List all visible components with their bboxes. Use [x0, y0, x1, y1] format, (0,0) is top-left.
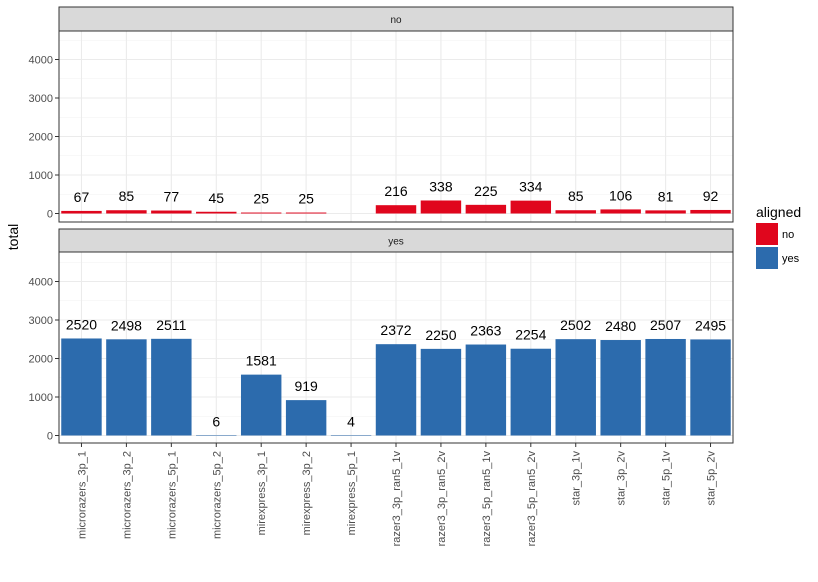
x-tick-label: razer3_3p_ran5_1v	[391, 451, 403, 547]
bar-no-star_5p_2v	[690, 209, 731, 214]
data-label: 6	[212, 413, 220, 429]
data-label: 85	[119, 188, 135, 204]
x-tick-label: star_3p_2v	[616, 451, 628, 506]
y-axis-title: total	[5, 224, 21, 250]
bar-no-star_3p_2v	[600, 209, 641, 214]
data-label: 2495	[695, 317, 726, 333]
x-tick-label: mirexpress_5p_1	[346, 451, 358, 535]
y-tick-label: 2000	[29, 354, 53, 366]
x-tick-label: razer3_5p_ran5_1v	[481, 451, 493, 547]
data-label: 2250	[425, 327, 456, 343]
y-tick-label: 4000	[29, 277, 53, 289]
bar-yes-star_5p_1v	[645, 338, 686, 436]
data-label: 81	[658, 188, 674, 204]
data-label: 2511	[156, 317, 186, 333]
y-tick-label: 3000	[29, 315, 53, 327]
x-tick-label: star_3p_1v	[571, 451, 583, 506]
legend-key-yes	[756, 247, 778, 269]
bar-no-razer3_3p_ran5_1v	[375, 205, 417, 214]
data-label: 85	[568, 188, 584, 204]
data-label: 338	[429, 178, 453, 194]
bar-no-star_3p_1v	[555, 210, 596, 214]
data-label: 2498	[111, 317, 142, 333]
bar-no-razer3_5p_ran5_1v	[465, 204, 507, 214]
data-label: 67	[74, 189, 90, 205]
facet-panel-yes: yes 2520 2498 2511 6 1581 919 4 2372 2250 2363 2254…	[29, 228, 734, 444]
x-tick-label: star_5p_1v	[661, 451, 673, 506]
x-tick-label: microrazers_3p_1	[76, 451, 88, 539]
x-tick-label: microrazers_5p_2	[211, 451, 223, 539]
bar-no-mirexpress_3p_2	[285, 212, 327, 214]
bar-yes-razer3_5p_ran5_1v	[465, 344, 507, 436]
x-tick-label: star_5p_2v	[706, 451, 718, 506]
y-tick-label: 0	[47, 431, 53, 443]
legend-title: aligned	[756, 204, 801, 220]
bar-yes-microrazers_3p_2	[106, 339, 147, 436]
bar-yes-mirexpress_5p_1	[330, 435, 372, 436]
data-label: 1581	[246, 353, 277, 369]
x-tick-label: razer3_5p_ran5_2v	[526, 451, 538, 547]
data-label: 334	[519, 179, 543, 195]
legend: aligned no yes	[756, 204, 801, 269]
data-label: 2502	[560, 317, 591, 333]
bar-no-star_5p_1v	[645, 210, 686, 214]
bar-no-microrazers_3p_1	[61, 210, 102, 214]
x-tick-label: microrazers_3p_2	[121, 451, 133, 539]
data-label: 225	[474, 183, 498, 199]
x-tick-label: mirexpress_3p_1	[256, 451, 268, 535]
y-tick-label: 0	[47, 209, 53, 221]
bar-no-microrazers_5p_2	[196, 211, 237, 214]
bar-yes-star_3p_2v	[600, 340, 641, 436]
bar-yes-microrazers_5p_1	[151, 338, 192, 436]
bar-yes-star_5p_2v	[690, 339, 731, 436]
data-label: 2507	[650, 317, 681, 333]
facet-panel-no: no 67 85 77 45 25 25 216 338 225 334 85 106 81 92 0 1000…	[29, 6, 734, 223]
data-label: 919	[294, 378, 318, 394]
data-label: 106	[609, 187, 633, 203]
bar-yes-microrazers_5p_2	[196, 435, 237, 436]
data-label: 25	[253, 191, 269, 207]
data-label: 2254	[515, 327, 546, 343]
panel-border	[58, 30, 734, 223]
bar-yes-mirexpress_3p_1	[240, 374, 282, 436]
y-tick-label: 2000	[29, 132, 53, 144]
bar-yes-star_3p_1v	[555, 339, 596, 436]
legend-key-no	[756, 223, 778, 245]
data-label: 216	[384, 183, 408, 199]
y-tick-label: 4000	[29, 55, 53, 67]
bar-yes-microrazers_3p_1	[61, 338, 102, 436]
data-label: 25	[298, 191, 314, 207]
legend-label: yes	[782, 253, 800, 265]
bar-no-microrazers_5p_1	[151, 210, 192, 214]
data-label: 77	[164, 189, 180, 205]
data-label: 45	[208, 190, 224, 206]
bar-yes-razer3_3p_ran5_1v	[375, 344, 417, 436]
facet-strip-no	[58, 6, 734, 32]
bar-no-razer3_5p_ran5_2v	[510, 200, 552, 214]
x-tick-label: microrazers_5p_1	[166, 451, 178, 539]
bar-no-microrazers_3p_2	[106, 210, 147, 214]
x-tick-label: razer3_3p_ran5_2v	[436, 451, 448, 547]
data-label: 2363	[470, 323, 501, 339]
data-label: 2520	[66, 316, 97, 332]
x-tick-label: mirexpress_3p_2	[301, 451, 313, 535]
facet-strip-label: yes	[388, 237, 404, 248]
data-label: 2480	[605, 318, 636, 334]
data-label: 92	[703, 188, 719, 204]
bar-yes-razer3_3p_ran5_2v	[420, 348, 462, 436]
bar-no-mirexpress_3p_1	[240, 212, 282, 214]
data-label: 2372	[380, 322, 411, 338]
y-tick-label: 1000	[29, 392, 53, 404]
legend-label: no	[782, 229, 794, 241]
bar-no-razer3_3p_ran5_2v	[420, 200, 462, 214]
data-label: 4	[347, 413, 355, 429]
y-tick-label: 3000	[29, 93, 53, 105]
bar-yes-mirexpress_3p_2	[285, 400, 327, 436]
facet-strip-label: no	[390, 15, 402, 26]
y-tick-label: 1000	[29, 170, 53, 182]
bar-yes-razer3_5p_ran5_2v	[510, 348, 552, 436]
